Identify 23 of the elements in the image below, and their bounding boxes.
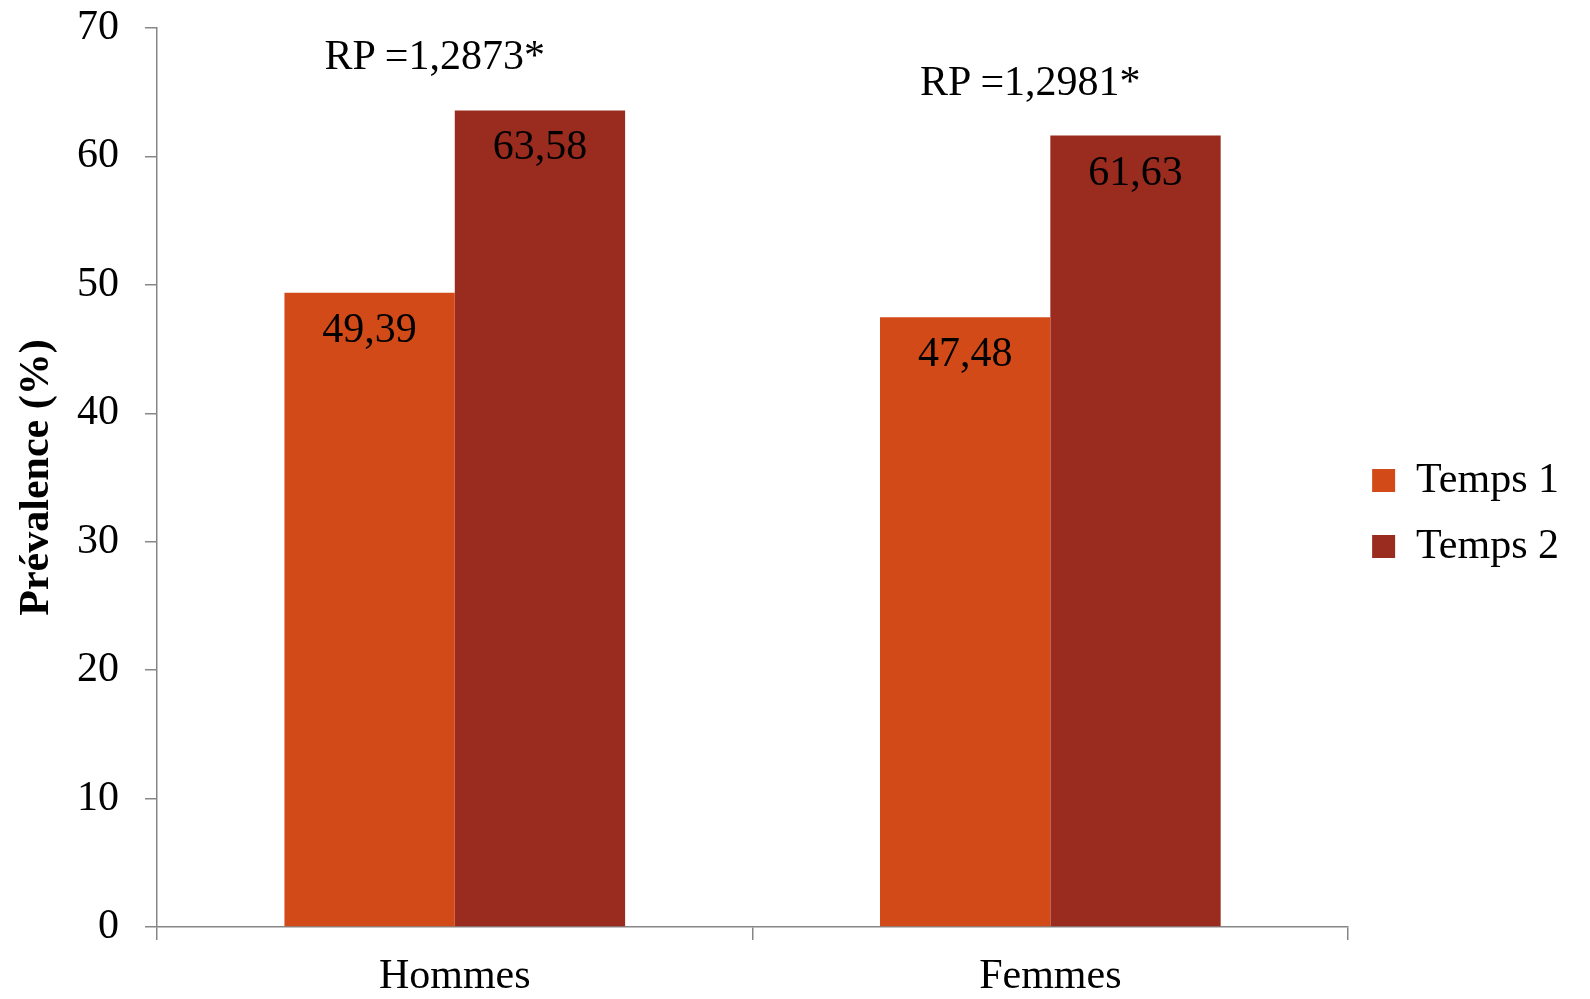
legend-label: Temps 1 xyxy=(1416,454,1560,501)
annotation: RP =1,2873* xyxy=(324,32,546,79)
bar xyxy=(1050,135,1221,927)
y-tick-label: 40 xyxy=(77,387,119,434)
y-tick-label: 30 xyxy=(77,515,119,562)
y-tick-label: 70 xyxy=(77,2,119,49)
x-tick-label: Hommes xyxy=(378,951,531,998)
y-tick-label: 10 xyxy=(77,772,119,819)
legend-label: Temps 2 xyxy=(1416,520,1560,567)
data-label: 49,39 xyxy=(322,304,417,351)
y-tick-label: 20 xyxy=(77,644,119,691)
bar xyxy=(284,292,455,927)
bar xyxy=(880,317,1051,927)
y-tick-label: 60 xyxy=(77,130,119,177)
data-label: 63,58 xyxy=(492,122,588,169)
y-tick-label: 50 xyxy=(77,258,119,305)
bar xyxy=(454,110,626,927)
annotation: RP =1,2981* xyxy=(920,57,1141,104)
y-axis-title: Prévalence (%) xyxy=(11,339,59,616)
data-label: 47,48 xyxy=(917,329,1013,376)
x-tick-label: Femmes xyxy=(979,951,1122,998)
data-label: 61,63 xyxy=(1088,147,1183,194)
y-tick-label: 0 xyxy=(98,901,119,948)
